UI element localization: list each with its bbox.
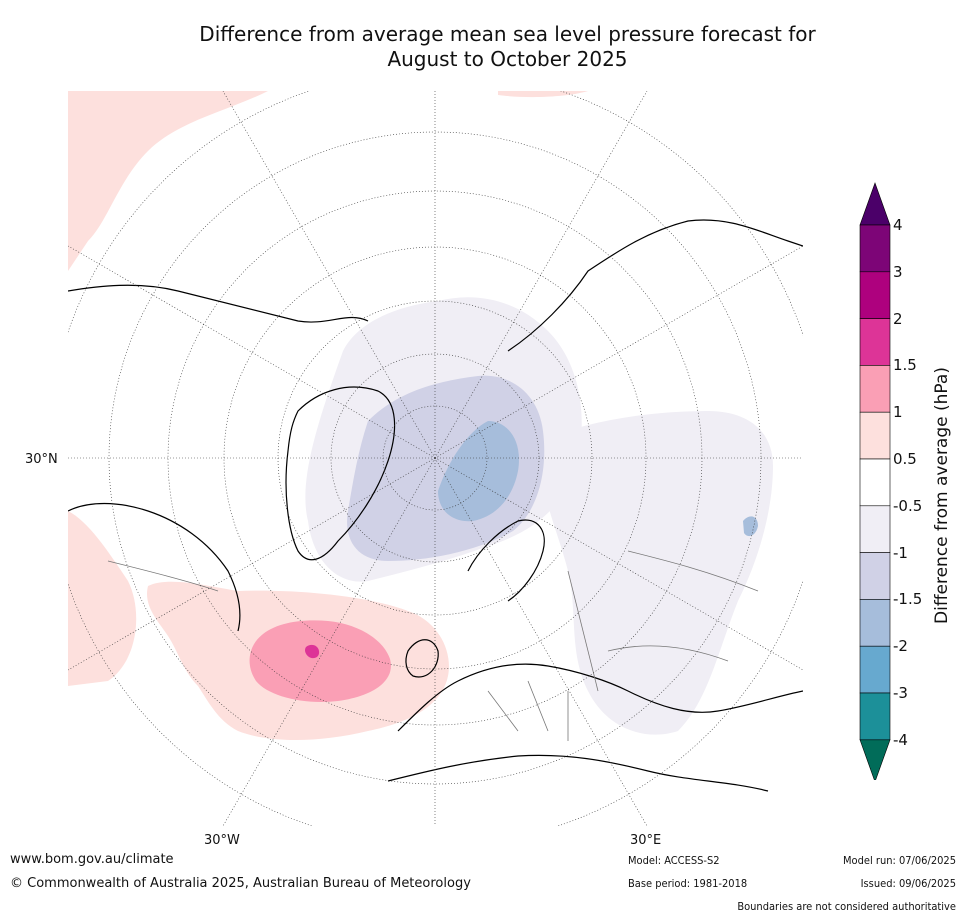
anomaly-1-1.5-atlantic	[249, 620, 391, 702]
colorbar-bin	[859, 599, 891, 647]
colorbar-bin	[859, 271, 891, 319]
colorbar-tick-label: 4	[893, 216, 903, 234]
colorbar-tick-label: -0.5	[893, 496, 923, 515]
footer-disclaimer: Boundaries are not considered authoritat…	[737, 900, 956, 913]
title-line-2: August to October 2025	[387, 47, 628, 71]
colorbar-bin	[859, 411, 891, 460]
coastline-greenland	[285, 386, 396, 561]
footer-url[interactable]: www.bom.gov.au/climate	[10, 852, 174, 867]
graticule	[68, 91, 803, 826]
footer-copyright: © Commonwealth of Australia 2025, Austra…	[10, 876, 471, 891]
coastline-north-america	[68, 284, 369, 632]
colorbar-bin	[859, 318, 891, 366]
border-europe-internal	[487, 680, 569, 741]
colorbar-tick-label: 0.5	[893, 450, 917, 468]
colorbar-bin	[859, 552, 891, 600]
anomaly-negative-light-east	[538, 411, 773, 735]
colorbar-tick-label: -1	[893, 543, 908, 562]
footer-model-run: Model run: 07/06/2025	[843, 854, 956, 867]
colorbar-tick-label: -4	[893, 730, 908, 749]
footer-base-period: Base period: 1981-2018	[628, 877, 748, 890]
colorbar-bin	[859, 458, 891, 507]
coastline-mediterranean	[387, 754, 769, 792]
colorbar-bin	[859, 645, 891, 694]
anomaly-1.5-2-arctic	[438, 421, 519, 522]
colorbar-tick-label: -1.5	[893, 590, 923, 609]
country-borders	[107, 550, 759, 741]
coastlines	[68, 219, 803, 792]
colorbar-tick-label: 3	[893, 262, 903, 281]
coastline-scandinavia	[467, 519, 545, 602]
map-title: Difference from average mean sea level p…	[0, 22, 965, 72]
border-russia-china	[627, 550, 759, 592]
coastline-europe	[397, 663, 803, 732]
colorbar-tick-label: 1.5	[893, 356, 917, 375]
colorbar-bin	[859, 365, 891, 413]
label-30n: 30°N	[25, 452, 58, 467]
pressure-anomaly-map	[68, 91, 803, 826]
anomaly-positive-northwest	[68, 91, 268, 271]
colorbar-extend-top	[859, 182, 891, 226]
parallel-80n	[382, 405, 488, 511]
footer-model: Model: ACCESS-S2	[628, 854, 720, 867]
footer-issued: Issued: 09/06/2025	[860, 877, 956, 890]
colorbar-extend-bottom	[859, 739, 891, 780]
title-line-1: Difference from average mean sea level p…	[199, 22, 816, 46]
anomaly-positive-west-patch	[68, 511, 137, 686]
colorbar-bin	[859, 505, 891, 553]
label-30e: 30°E	[630, 833, 662, 848]
coastline-british-isles	[405, 639, 439, 678]
colorbar-bin	[859, 692, 891, 741]
border-europe-russia	[567, 570, 599, 692]
colorbar-title: Difference from average (hPa)	[932, 367, 952, 624]
border-kazakhstan	[607, 645, 729, 662]
colorbar-tick-label: -2	[893, 637, 908, 656]
colorbar-tick-label: 2	[893, 309, 903, 328]
label-30w: 30°W	[204, 833, 240, 848]
coastline-eurasia-north	[507, 219, 803, 352]
anomaly-positive-north-strip	[498, 91, 588, 98]
parallel-60n	[277, 300, 593, 616]
colorbar	[859, 182, 891, 780]
border-canada-usa	[107, 560, 219, 592]
colorbar-bin	[859, 224, 891, 273]
colorbar-tick-label: 1	[893, 403, 903, 422]
colorbar-tick-label: -3	[893, 684, 908, 702]
anomaly-1.5-2-atlantic	[305, 644, 320, 659]
anomaly-1.5-2-asia	[743, 516, 758, 537]
